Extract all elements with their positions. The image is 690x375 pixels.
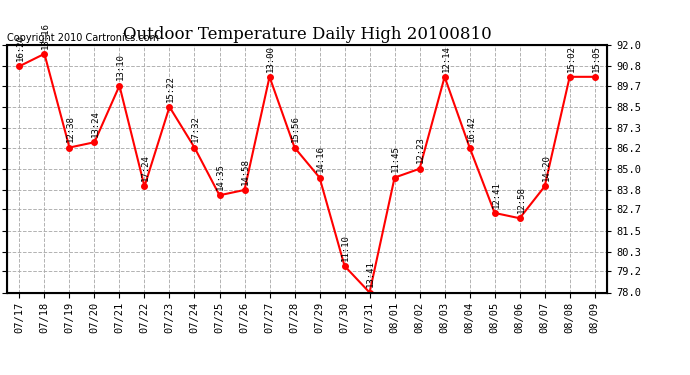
Text: 16:20: 16:20 bbox=[16, 34, 25, 61]
Text: 14:58: 14:58 bbox=[241, 158, 250, 184]
Text: 14:35: 14:35 bbox=[216, 163, 225, 190]
Text: 16:42: 16:42 bbox=[466, 116, 475, 142]
Text: 15:05: 15:05 bbox=[591, 45, 600, 72]
Text: 12:14: 12:14 bbox=[442, 45, 451, 72]
Title: Outdoor Temperature Daily High 20100810: Outdoor Temperature Daily High 20100810 bbox=[123, 27, 491, 44]
Text: 11:10: 11:10 bbox=[342, 234, 351, 261]
Text: 12:58: 12:58 bbox=[516, 186, 525, 213]
Text: Copyright 2010 Cartronics.com: Copyright 2010 Cartronics.com bbox=[7, 33, 159, 42]
Text: 14:16: 14:16 bbox=[316, 146, 325, 172]
Text: 11:45: 11:45 bbox=[391, 146, 400, 172]
Text: 14:20: 14:20 bbox=[542, 154, 551, 181]
Text: 13:10: 13:10 bbox=[116, 54, 125, 80]
Text: 15:22: 15:22 bbox=[166, 75, 175, 102]
Text: 12:23: 12:23 bbox=[416, 136, 425, 164]
Text: 13:00: 13:00 bbox=[266, 45, 275, 72]
Text: 15:56: 15:56 bbox=[291, 116, 300, 142]
Text: 15:02: 15:02 bbox=[566, 45, 575, 72]
Text: 13:41: 13:41 bbox=[366, 260, 375, 287]
Text: 12:38: 12:38 bbox=[66, 116, 75, 142]
Text: 12:41: 12:41 bbox=[491, 181, 500, 208]
Text: 17:24: 17:24 bbox=[141, 154, 150, 181]
Text: 17:32: 17:32 bbox=[191, 116, 200, 142]
Text: 13:16: 13:16 bbox=[41, 22, 50, 48]
Text: 13:24: 13:24 bbox=[91, 110, 100, 137]
